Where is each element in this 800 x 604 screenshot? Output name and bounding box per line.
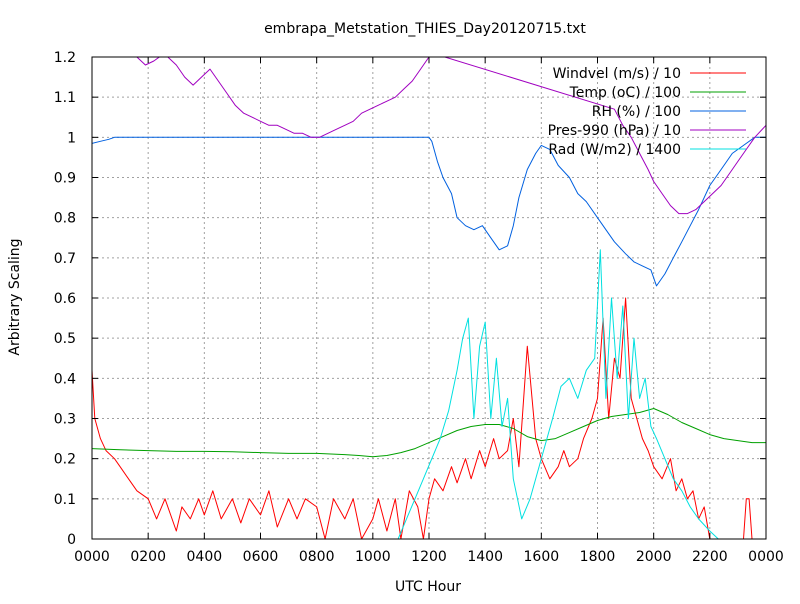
x-tick-label: 0200 (130, 549, 166, 565)
x-tick-label: 1600 (524, 549, 560, 565)
y-tick-label: 0.3 (54, 412, 76, 428)
x-tick-label: 0600 (243, 549, 279, 565)
legend: Windvel (m/s) / 10 Temp (oC) / 100 RH (%) … (548, 66, 746, 158)
series-line-0 (92, 297, 753, 539)
y-tick-label: 0.2 (54, 452, 76, 468)
x-tick-label: 1000 (355, 549, 391, 565)
series-layer (92, 57, 766, 539)
series-line-4 (397, 249, 719, 539)
y-tick-label: 0.8 (54, 211, 76, 227)
x-tick-label: 0000 (74, 549, 110, 565)
y-tick-label: 0.9 (54, 171, 76, 187)
x-tick-label: 2200 (692, 549, 728, 565)
y-tick-label: 0.7 (54, 251, 76, 267)
legend-label: Windvel (m/s) / 10 (553, 66, 681, 82)
chart-title: embrapa_Metstation_THIES_Day20120715.txt (264, 21, 586, 37)
x-tick-label: 1400 (467, 549, 503, 565)
y-tick-label: 0.6 (54, 291, 76, 307)
y-tick-label: 1.2 (54, 50, 76, 66)
y-tick-label: 0.4 (54, 371, 76, 387)
y-tick-label: 0 (67, 532, 76, 548)
legend-label: Temp (oC) / 100 (569, 85, 681, 101)
y-tick-label: 0.1 (54, 492, 76, 508)
x-tick-label: 2000 (636, 549, 672, 565)
y-tick-label: 0.5 (54, 331, 76, 347)
y-tick-label: 1 (67, 130, 76, 146)
legend-label: Pres-990 (hPa) / 10 (548, 123, 681, 139)
series-line-2 (92, 136, 766, 287)
x-tick-label: 0800 (299, 549, 335, 565)
x-tick-label: 1800 (580, 549, 616, 565)
x-tick-label: 0000 (748, 549, 784, 565)
ticks: 0000 0200 0400 0600 0800 1000 1200 1400 1600 1800… (54, 50, 784, 565)
legend-label: Rad (W/m2) / 1400 (548, 142, 681, 158)
series-line-3 (136, 57, 766, 215)
x-tick-label: 0400 (187, 549, 223, 565)
series-line-1 (92, 408, 766, 458)
x-axis-label: UTC Hour (395, 579, 461, 595)
legend-label: RH (%) / 100 (592, 104, 681, 120)
x-tick-label: 1200 (411, 549, 447, 565)
y-axis-label: Arbitrary Scaling (7, 238, 23, 355)
y-tick-label: 1.1 (54, 90, 76, 106)
